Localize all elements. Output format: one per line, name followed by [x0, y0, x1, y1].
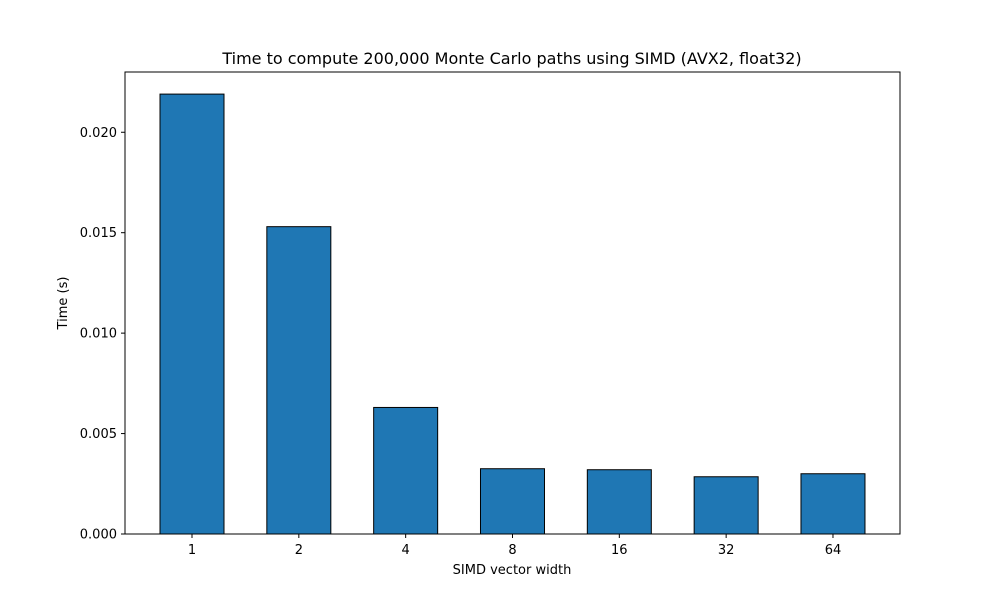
x-tick-label: 16 [611, 543, 628, 558]
y-axis-label: Time (s) [56, 277, 71, 331]
y-tick-label: 0.010 [80, 327, 117, 342]
bar-8 [479, 468, 545, 535]
bar-2 [266, 226, 332, 535]
bar-64 [800, 473, 866, 535]
x-tick-label: 4 [402, 543, 410, 558]
y-tick-label: 0.015 [80, 226, 117, 241]
x-tick-label: 8 [508, 543, 516, 558]
bar-4 [373, 406, 439, 535]
x-tick-label: 2 [295, 543, 303, 558]
bar-16 [586, 469, 652, 535]
x-tick-label: 32 [718, 543, 735, 558]
x-axis-ticks: 1 2 4 8 16 32 64 [188, 534, 841, 558]
x-axis-label: SIMD vector width [453, 563, 572, 578]
plot-frame [124, 71, 901, 535]
y-tick-label: 0.020 [80, 126, 117, 141]
bars-group [159, 93, 866, 535]
y-axis-ticks: 0.000 0.005 0.010 0.015 0.020 [80, 126, 125, 543]
y-tick-label: 0.005 [80, 427, 117, 442]
x-tick-label: 64 [825, 543, 842, 558]
bar-32 [693, 476, 759, 535]
bar-1 [159, 93, 225, 535]
y-tick-label: 0.000 [80, 528, 117, 543]
chart-title: Time to compute 200,000 Monte Carlo path… [221, 49, 801, 68]
x-tick-label: 1 [188, 543, 196, 558]
